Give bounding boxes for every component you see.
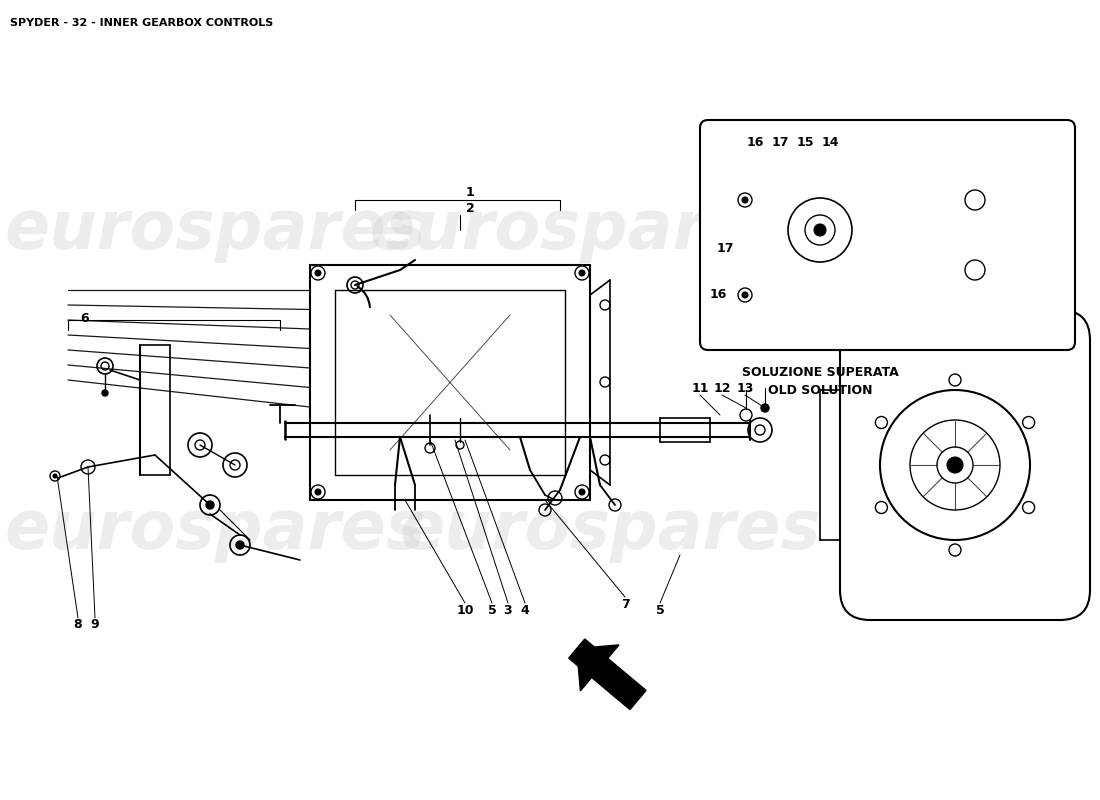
Text: OLD SOLUTION: OLD SOLUTION	[768, 383, 872, 397]
Circle shape	[761, 404, 769, 412]
Circle shape	[206, 501, 214, 509]
Circle shape	[579, 489, 585, 495]
Circle shape	[579, 270, 585, 276]
Text: 8: 8	[74, 618, 82, 631]
Text: SOLUZIONE SUPERATA: SOLUZIONE SUPERATA	[741, 366, 899, 378]
Text: 5: 5	[656, 603, 664, 617]
Text: 7: 7	[620, 598, 629, 610]
Text: 4: 4	[520, 603, 529, 617]
Text: 14: 14	[822, 137, 838, 150]
Text: 15: 15	[796, 137, 814, 150]
Circle shape	[53, 474, 57, 478]
Text: 2: 2	[465, 202, 474, 214]
Text: eurospares: eurospares	[4, 197, 426, 263]
Text: 3: 3	[504, 603, 513, 617]
Text: 10: 10	[456, 603, 474, 617]
Circle shape	[102, 390, 108, 396]
Text: 17: 17	[771, 137, 789, 150]
Polygon shape	[569, 639, 646, 710]
Text: eurospares: eurospares	[370, 197, 791, 263]
Text: 5: 5	[487, 603, 496, 617]
Text: 9: 9	[90, 618, 99, 631]
Text: eurospares: eurospares	[399, 497, 821, 563]
Circle shape	[742, 197, 748, 203]
Text: 6: 6	[80, 311, 89, 325]
Text: 17: 17	[716, 242, 734, 254]
Circle shape	[814, 224, 826, 236]
Text: 13: 13	[736, 382, 754, 394]
Circle shape	[315, 270, 321, 276]
Circle shape	[742, 292, 748, 298]
Polygon shape	[576, 645, 619, 691]
FancyBboxPatch shape	[700, 120, 1075, 350]
Text: 1: 1	[465, 186, 474, 198]
Circle shape	[947, 457, 962, 473]
Text: 11: 11	[691, 382, 708, 394]
Text: 16: 16	[746, 137, 763, 150]
Text: 12: 12	[713, 382, 730, 394]
Circle shape	[236, 541, 244, 549]
Text: eurospares: eurospares	[4, 497, 426, 563]
Circle shape	[315, 489, 321, 495]
Text: 16: 16	[710, 289, 727, 302]
Text: SPYDER - 32 - INNER GEARBOX CONTROLS: SPYDER - 32 - INNER GEARBOX CONTROLS	[10, 18, 273, 28]
